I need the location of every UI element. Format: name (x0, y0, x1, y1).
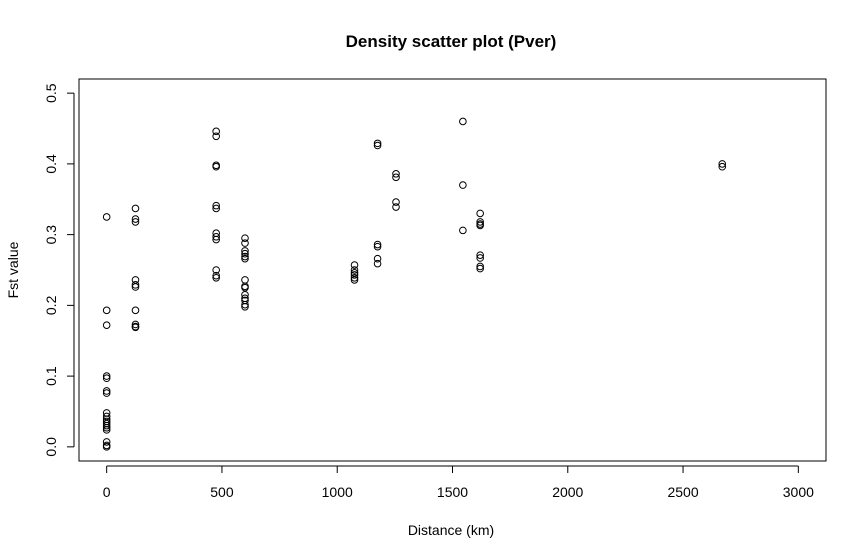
data-point (392, 198, 400, 206)
data-point (373, 141, 382, 150)
data-point (212, 204, 220, 213)
data-point (131, 320, 140, 329)
data-point (212, 273, 220, 282)
data-point (131, 218, 140, 226)
y-axis-label: Fst value (5, 241, 21, 298)
data-point (476, 221, 484, 230)
data-point (718, 162, 727, 171)
data-point (241, 247, 249, 255)
data-point (392, 173, 400, 182)
data-point (102, 306, 111, 315)
x-tick-label: 0 (103, 484, 111, 500)
x-tick-label: 3000 (783, 484, 814, 500)
data-point (476, 262, 484, 271)
data-point (241, 290, 249, 299)
data-point (476, 218, 484, 226)
data-point (102, 426, 111, 434)
data-point (131, 215, 140, 223)
x-tick-label: 1000 (322, 484, 353, 500)
data-point (212, 201, 220, 210)
data-point (102, 372, 111, 380)
data-point (212, 266, 220, 274)
data-point (350, 266, 359, 274)
data-point (241, 302, 249, 311)
x-tick-label: 1500 (437, 484, 468, 500)
data-point (212, 132, 220, 141)
data-point (476, 264, 484, 273)
y-tick-label: 0.1 (43, 366, 59, 386)
data-point (392, 169, 400, 178)
data-point (373, 240, 382, 249)
y-tick-label: 0.2 (43, 295, 59, 315)
data-point (241, 249, 249, 258)
data-point (350, 276, 359, 284)
data-point (392, 203, 400, 211)
data-point (102, 438, 111, 446)
data-point (131, 281, 140, 289)
data-point (350, 273, 359, 282)
data-point (373, 259, 382, 268)
data-point (212, 271, 220, 280)
x-tick-label: 2500 (667, 484, 698, 500)
data-point (241, 300, 249, 309)
x-axis: 0 500 1000 1500 2000 2500 3000 (103, 465, 814, 500)
data-point (350, 271, 359, 279)
data-point (241, 234, 249, 242)
y-tick-label: 0.4 (43, 154, 59, 174)
data-point (131, 283, 140, 291)
data-point (131, 306, 140, 315)
data-point (102, 387, 111, 395)
data-point (373, 242, 382, 251)
data-point (102, 389, 111, 397)
data-point (476, 251, 484, 259)
data-point (373, 254, 382, 263)
x-tick-label: 2000 (552, 484, 583, 500)
data-point (102, 321, 111, 329)
data-point (350, 261, 359, 269)
data-point (212, 127, 220, 136)
data-point (476, 254, 484, 262)
data-points (102, 117, 727, 451)
plot-frame (78, 78, 827, 462)
data-point (459, 117, 467, 126)
data-point (102, 443, 111, 451)
data-point (373, 139, 382, 148)
data-point (718, 160, 727, 168)
chart-title: Density scatter plot (Pver) (346, 32, 557, 51)
data-point (102, 374, 111, 383)
x-tick-label: 500 (210, 484, 234, 500)
data-point (476, 209, 484, 218)
y-axis: 0.0 0.1 0.2 0.3 0.4 0.5 (43, 83, 75, 457)
data-point (241, 276, 249, 284)
data-point (102, 421, 111, 430)
y-tick-label: 0.5 (43, 83, 59, 103)
data-point (241, 239, 249, 247)
data-point (102, 213, 111, 221)
y-tick-label: 0.0 (43, 437, 59, 457)
data-point (212, 235, 220, 244)
data-point (131, 323, 140, 332)
data-point (459, 181, 467, 189)
data-point (241, 252, 249, 261)
y-tick-label: 0.3 (43, 225, 59, 245)
data-point (241, 254, 249, 263)
x-axis-label: Distance (km) (408, 522, 494, 538)
data-point (131, 204, 140, 213)
data-point (212, 162, 220, 171)
data-point (102, 423, 111, 432)
data-point (212, 232, 220, 241)
data-point (459, 226, 467, 235)
